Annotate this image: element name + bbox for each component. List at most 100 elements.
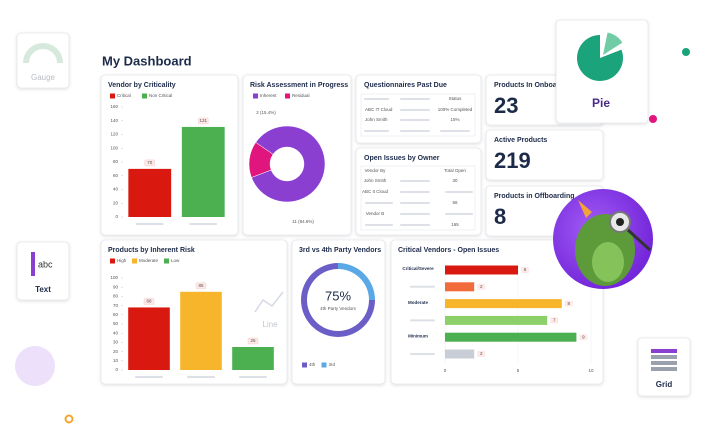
placeholder [445, 191, 473, 193]
y-tick-label: 60 [113, 312, 119, 317]
placeholder [400, 213, 430, 215]
y-tick-label: 70 [113, 303, 119, 308]
kpi-value: 219 [494, 148, 531, 173]
line-icon [254, 291, 284, 313]
donut-segment [251, 125, 326, 203]
x-tick-label: 10 [588, 368, 594, 373]
value-label: 8 [568, 301, 571, 306]
y-tick-label: 80 [113, 294, 119, 299]
legend-label: Moderate [139, 258, 159, 263]
card [390, 239, 604, 385]
card-title: Questionnaires Past Due [364, 82, 447, 89]
legend-swatch [302, 362, 307, 368]
value-label: 70 [147, 160, 153, 165]
pie-icon [603, 32, 623, 55]
bar [445, 349, 475, 359]
placeholder [410, 285, 435, 288]
grid-icon [651, 355, 677, 359]
legend-swatch [285, 93, 290, 99]
bar [232, 347, 274, 370]
value-label: 9 [582, 334, 585, 339]
kpi-title: Products in Offboarding [494, 193, 575, 200]
card [485, 129, 604, 181]
decor-dot [682, 48, 690, 56]
placeholder [189, 223, 218, 225]
card-title: Critical Vendors - Open Issues [398, 247, 499, 254]
table-cell: Vendor B [366, 211, 385, 216]
center-text: 4th Party Vendors [320, 306, 357, 311]
legend-swatch [110, 258, 115, 264]
bar [128, 168, 172, 217]
value-label: 131 [199, 118, 207, 123]
y-tick-label: 160 [110, 104, 118, 109]
placeholder [400, 130, 430, 132]
card-title: 3rd vs 4th Party Vendors [299, 247, 381, 254]
y-tick-label: 140 [110, 118, 118, 123]
widget-label: Pie [592, 96, 610, 110]
table-header: Total Open [444, 168, 466, 173]
placeholder [135, 376, 163, 378]
card-title: Products by Inherent Risk [108, 247, 195, 254]
value-label: 11 (84.6%) [292, 219, 314, 224]
text-icon: abc [38, 259, 53, 269]
y-tick-label: 90 [113, 284, 119, 289]
x-tick-label: 0 [444, 368, 447, 373]
placeholder [239, 376, 267, 378]
widget-label: Gauge [31, 73, 56, 82]
value-label-box [477, 351, 486, 357]
bar [445, 332, 577, 342]
placeholder [365, 202, 393, 204]
table-cell: 56 [452, 200, 458, 205]
legend-swatch [164, 258, 169, 264]
placeholder [364, 130, 389, 132]
table-cell: 100% Completed [438, 107, 473, 112]
table-header: Status [449, 96, 463, 101]
card [16, 32, 70, 89]
value-label-box [477, 283, 486, 290]
value-label: 25 [250, 338, 256, 343]
legend-label: Residual [292, 93, 310, 98]
placeholder [187, 376, 215, 378]
table-cell: 30 [452, 178, 458, 183]
placeholder [400, 98, 430, 100]
placeholder [400, 202, 430, 204]
table-box [360, 93, 476, 137]
mascot-pupil [616, 218, 624, 226]
value-label-box [564, 300, 573, 307]
value-label-box [143, 298, 155, 305]
placeholder [410, 319, 435, 322]
ring-segment [338, 263, 375, 300]
legend-label: Non Critical [149, 93, 172, 98]
y-tick-label: 40 [113, 187, 119, 192]
placeholder [400, 224, 430, 226]
value-label: 5 [524, 267, 527, 272]
y-tick-label: 50 [113, 321, 119, 326]
widget-label: Line [262, 320, 278, 329]
legend-label: Low [171, 258, 180, 263]
card-title: Risk Assessment in Progress [250, 82, 348, 89]
value-label-box [247, 337, 259, 345]
value-label-box [195, 282, 207, 289]
value-label: 2 (15.4%) [256, 110, 276, 115]
decor-dot [649, 115, 657, 123]
y-tick-label: 10 [113, 358, 119, 363]
decor-circle [15, 346, 55, 386]
kpi-value: 8 [494, 204, 506, 229]
bar [181, 126, 225, 217]
card [16, 241, 70, 301]
y-tick-label: Minimum [408, 333, 428, 338]
donut-segment [248, 142, 274, 178]
kpi-title: Active Products [494, 137, 547, 144]
legend-swatch [253, 93, 258, 99]
placeholder [365, 224, 393, 226]
table-cell: 15% [450, 117, 459, 122]
table-cell: ABC It Cloud [362, 189, 389, 194]
legend-swatch [110, 93, 115, 99]
value-label-box [550, 317, 559, 324]
placeholder [400, 191, 430, 193]
table-box [360, 165, 476, 231]
placeholder [135, 223, 164, 225]
legend-swatch [142, 93, 147, 99]
legend-swatch [321, 362, 327, 368]
